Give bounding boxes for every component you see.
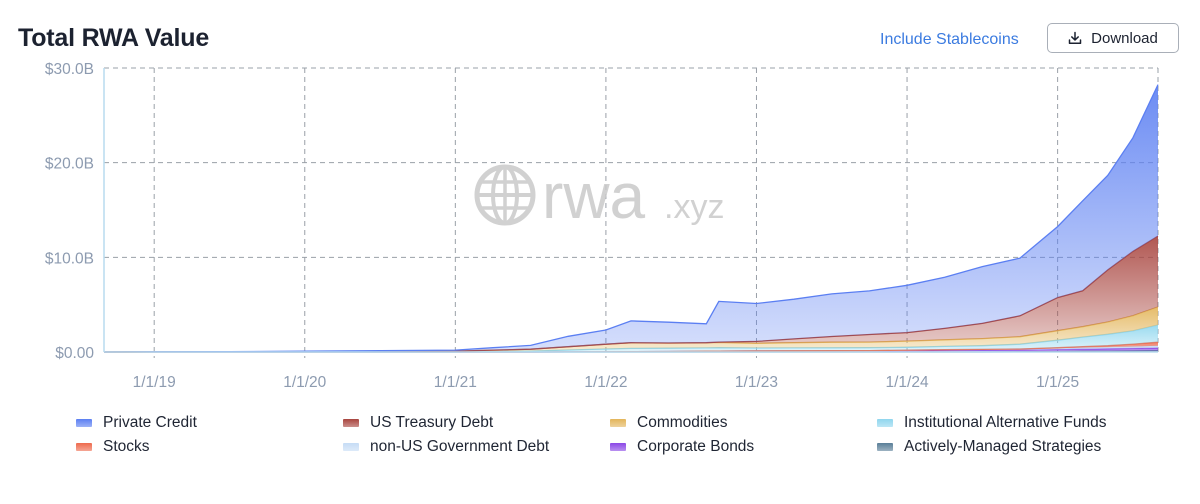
legend-item-stocks[interactable]: Stocks	[76, 438, 343, 456]
legend-label: Stocks	[103, 438, 150, 455]
legend-label: Private Credit	[103, 414, 197, 431]
chart-title: Total RWA Value	[18, 24, 210, 52]
legend-item-private-credit[interactable]: Private Credit	[76, 414, 343, 432]
rwa-area-chart: rwa .xyz $0.00 $10.0B $20.0B $30.0B 1/1/19 1/…	[45, 61, 1159, 391]
axes: $0.00 $10.0B $20.0B $30.0B 1/1/19 1/1/20 1/1/2…	[45, 61, 1158, 391]
include-stablecoins-toggle[interactable]: Include Stablecoins	[880, 31, 1019, 48]
rwa-xyz-watermark: rwa .xyz	[474, 160, 724, 232]
legend-item-institutional-alternative-funds[interactable]: Institutional Alternative Funds	[877, 414, 1166, 432]
download-label: Download	[1091, 29, 1158, 47]
legend-swatch	[610, 419, 626, 427]
legend-swatch	[343, 419, 359, 427]
x-tick-label: 1/1/22	[584, 374, 627, 391]
y-tick-label: $20.0B	[45, 156, 94, 173]
download-icon	[1068, 31, 1082, 44]
y-tick-label: $30.0B	[45, 61, 94, 78]
legend-label: US Treasury Debt	[370, 414, 494, 431]
legend-item-non-us-government-debt[interactable]: non-US Government Debt	[343, 438, 610, 456]
legend-label: Commodities	[637, 414, 728, 431]
legend-swatch	[877, 443, 893, 451]
legend-label: Institutional Alternative Funds	[904, 414, 1107, 431]
chart-legend: Private Credit US Treasury Debt Commoditie…	[76, 414, 1166, 456]
x-tick-label: 1/1/24	[885, 374, 928, 391]
y-tick-label: $10.0B	[45, 250, 94, 267]
legend-item-corporate-bonds[interactable]: Corporate Bonds	[610, 438, 877, 456]
legend-item-actively-managed-strategies[interactable]: Actively-Managed Strategies	[877, 438, 1166, 456]
legend-label: non-US Government Debt	[370, 438, 550, 455]
legend-swatch	[76, 443, 92, 451]
legend-label: Corporate Bonds	[637, 438, 755, 455]
legend-item-commodities[interactable]: Commodities	[610, 414, 877, 432]
legend-item-us-treasury-debt[interactable]: US Treasury Debt	[343, 414, 610, 432]
x-tick-label: 1/1/23	[735, 374, 778, 391]
x-tick-label: 1/1/21	[434, 374, 477, 391]
download-button[interactable]: Download	[1047, 23, 1179, 53]
legend-swatch	[76, 419, 92, 427]
legend-swatch	[877, 419, 893, 427]
watermark-brand: rwa	[542, 160, 646, 232]
x-tick-label: 1/1/19	[133, 374, 176, 391]
grid-lines	[104, 67, 1159, 358]
legend-swatch	[343, 443, 359, 451]
globe-icon	[474, 164, 536, 226]
line-private-credit	[103, 84, 1159, 353]
watermark-suffix: .xyz	[664, 188, 724, 226]
legend-swatch	[610, 443, 626, 451]
legend-label: Actively-Managed Strategies	[904, 438, 1102, 455]
y-tick-label: $0.00	[55, 345, 94, 362]
x-tick-label: 1/1/25	[1036, 374, 1079, 391]
x-tick-label: 1/1/20	[283, 374, 326, 391]
